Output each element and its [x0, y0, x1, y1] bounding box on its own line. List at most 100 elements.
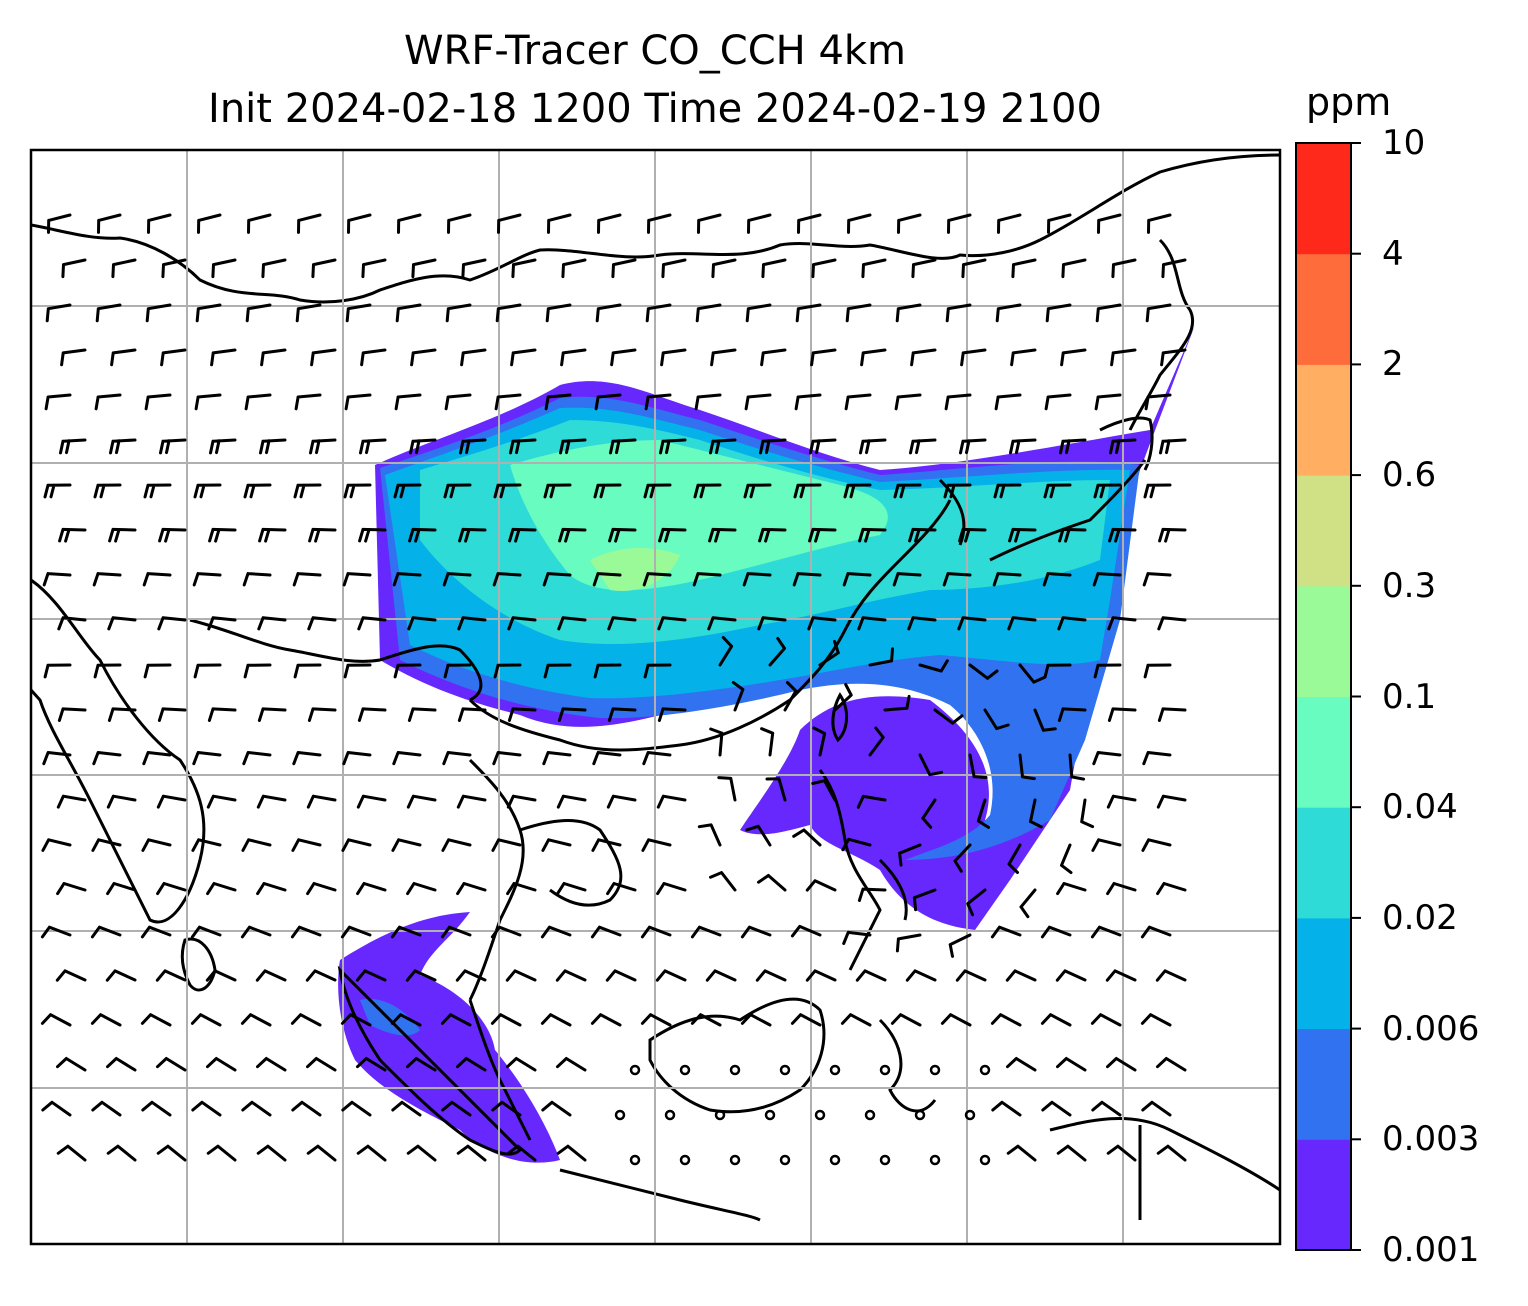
- wind-barb: [309, 438, 337, 455]
- wind-barb: [690, 1013, 722, 1027]
- wind-barb: [657, 707, 687, 722]
- wind-barb: [393, 483, 422, 499]
- calm-wind-marker: [879, 1154, 891, 1166]
- wind-barb: [697, 213, 722, 234]
- calm-wind-marker: [729, 1154, 741, 1166]
- wind-barb: [1143, 663, 1172, 679]
- colorbar-band-9: [1296, 143, 1351, 255]
- wind-barb: [605, 969, 637, 982]
- wind-barb: [1157, 707, 1187, 722]
- wind-barb: [391, 1100, 422, 1117]
- wind-barb: [943, 483, 972, 499]
- colorbar-tick-label: 10: [1382, 123, 1426, 163]
- wind-barb: [1005, 969, 1037, 982]
- wind-barb: [990, 1013, 1022, 1027]
- wind-barb: [42, 572, 72, 587]
- wind-barb: [907, 616, 937, 631]
- wind-barb: [1159, 438, 1187, 455]
- wind-barb: [191, 838, 222, 852]
- wind-barb: [845, 303, 872, 323]
- wind-barb: [812, 726, 827, 757]
- wind-barb: [205, 969, 237, 982]
- wind-barb: [1018, 663, 1047, 684]
- wind-barb: [390, 925, 422, 939]
- wind-barb: [241, 838, 272, 852]
- wind-barb: [106, 1057, 137, 1072]
- tracer-plume-north-max: [590, 548, 680, 591]
- wind-barb: [1040, 925, 1072, 939]
- wind-barb: [361, 258, 387, 279]
- wind-barb: [509, 438, 537, 455]
- wind-barb: [45, 303, 72, 323]
- wind-barb: [842, 930, 872, 945]
- wind-barb: [156, 882, 187, 896]
- wind-barb: [457, 616, 487, 631]
- wind-barb: [810, 348, 837, 367]
- wind-barb: [1042, 572, 1072, 587]
- wind-barb: [707, 616, 737, 631]
- wind-barb: [394, 393, 422, 411]
- wind-barb: [883, 694, 911, 712]
- wind-barb: [93, 483, 122, 499]
- wind-barb: [41, 1100, 72, 1117]
- wind-barb: [992, 572, 1022, 587]
- calm-wind-marker: [614, 1109, 626, 1121]
- wind-barb: [645, 303, 672, 323]
- wind-barb: [256, 882, 287, 896]
- wind-barb: [311, 258, 337, 279]
- wind-barb: [640, 925, 672, 939]
- wind-barb: [611, 258, 637, 279]
- wind-barb: [258, 527, 287, 543]
- wind-barb: [156, 1057, 187, 1072]
- wind-barb: [355, 969, 387, 982]
- calm-wind-marker: [914, 1109, 926, 1121]
- wind-barb: [247, 213, 272, 234]
- wind-barb: [909, 438, 937, 455]
- wind-barb: [106, 882, 137, 896]
- wind-barb: [192, 751, 222, 766]
- wind-barb: [740, 1013, 772, 1027]
- wind-barb: [693, 483, 722, 499]
- calm-wind-marker: [714, 1109, 726, 1121]
- calm-wind-marker: [979, 1064, 991, 1076]
- wind-barb: [955, 969, 987, 982]
- wind-barb: [968, 753, 988, 779]
- wind-barb: [856, 794, 887, 809]
- wind-barb: [510, 348, 537, 367]
- wind-barb: [760, 348, 787, 367]
- wind-barb: [91, 838, 122, 852]
- wind-barb: [858, 527, 887, 543]
- wind-barb: [155, 969, 187, 982]
- calm-wind-marker: [664, 1109, 676, 1121]
- plot-title-line-1: WRF-Tracer CO_CCH 4km: [403, 28, 907, 74]
- wind-barb: [440, 1013, 472, 1027]
- wind-barb: [808, 527, 837, 543]
- wind-barb: [141, 1100, 172, 1117]
- wind-barb: [740, 925, 772, 939]
- wind-barb: [356, 882, 387, 896]
- wind-barb: [1044, 393, 1072, 411]
- wind-barb: [243, 663, 272, 679]
- wind-barb: [1155, 969, 1187, 982]
- wind-barb: [542, 572, 572, 587]
- wind-barb: [506, 1057, 537, 1072]
- wind-barb: [443, 483, 472, 499]
- wind-barb: [857, 616, 887, 631]
- wind-barb: [110, 348, 137, 367]
- wind-barb: [966, 888, 987, 917]
- wind-barb: [56, 882, 87, 896]
- wind-barb: [256, 1057, 287, 1072]
- wind-barb: [993, 483, 1022, 499]
- calm-wind-marker: [679, 1064, 691, 1076]
- wind-barb: [1091, 1100, 1122, 1117]
- wind-barb: [690, 925, 722, 939]
- wind-barb: [1007, 616, 1037, 631]
- wind-barb: [292, 751, 322, 766]
- wind-barb: [142, 572, 172, 587]
- wind-barb: [111, 258, 137, 279]
- wind-barb: [609, 438, 637, 455]
- wind-barb: [207, 616, 237, 631]
- wind-barb: [260, 348, 287, 367]
- wind-barb: [709, 727, 724, 757]
- wind-barb: [306, 1144, 337, 1162]
